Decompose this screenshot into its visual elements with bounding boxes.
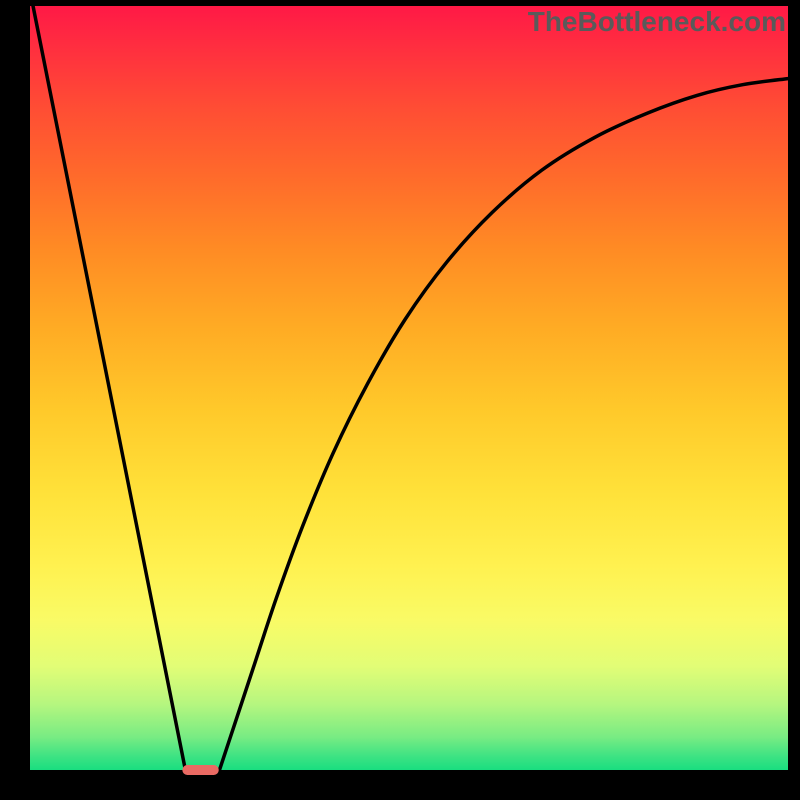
watermark-text: TheBottleneck.com — [528, 6, 786, 38]
plot-background — [30, 6, 788, 770]
bottleneck-chart — [0, 0, 800, 800]
optimal-marker — [182, 765, 218, 775]
chart-stage: TheBottleneck.com — [0, 0, 800, 800]
